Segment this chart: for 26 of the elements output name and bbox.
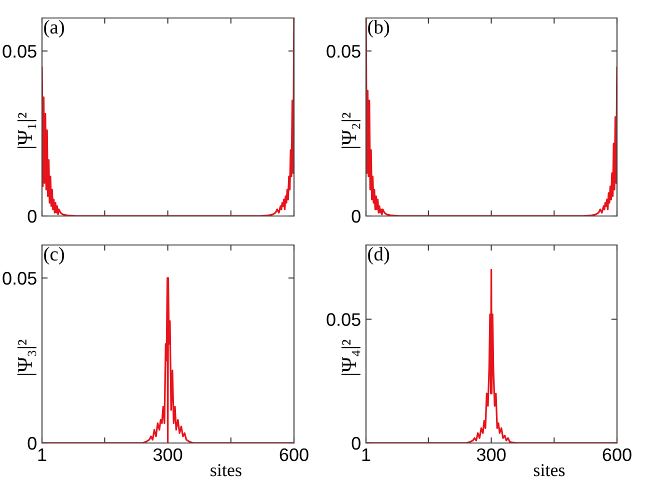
- x-axis-title: sites: [534, 464, 565, 476]
- x-tick-label: 1: [38, 448, 46, 461]
- x-axis-title: sites: [210, 464, 242, 476]
- line-series: [42, 18, 294, 216]
- y-axis-title: |Ψ₃|²: [17, 340, 36, 375]
- x-tick-label: 600: [280, 448, 308, 462]
- y-tick-label: 0.05: [326, 313, 360, 326]
- y-axis-title: |Ψ₄|²: [341, 340, 360, 375]
- line-series: [366, 18, 617, 216]
- y-axis-title: |Ψ₂|²: [341, 112, 360, 148]
- y-tick-label: 0: [28, 210, 36, 223]
- y-tick-label: 0: [352, 436, 360, 450]
- y-tick-label: 0.05: [2, 272, 36, 285]
- x-tick-label: 300: [153, 448, 182, 462]
- y-axis-title: |Ψ₁|²: [17, 112, 36, 148]
- annotation: (d): [368, 246, 390, 265]
- x-tick-label: 300: [476, 448, 506, 462]
- annotation: (b): [368, 20, 390, 38]
- y-tick-label: 0: [28, 436, 36, 450]
- y-tick-label: 0: [352, 210, 360, 223]
- annotation: (a): [44, 20, 64, 38]
- x-tick-label: 1: [362, 448, 370, 461]
- annotation: (c): [44, 246, 64, 265]
- y-tick-label: 0.05: [326, 44, 360, 58]
- x-tick-label: 600: [602, 448, 632, 462]
- y-tick-label: 0.05: [2, 44, 36, 58]
